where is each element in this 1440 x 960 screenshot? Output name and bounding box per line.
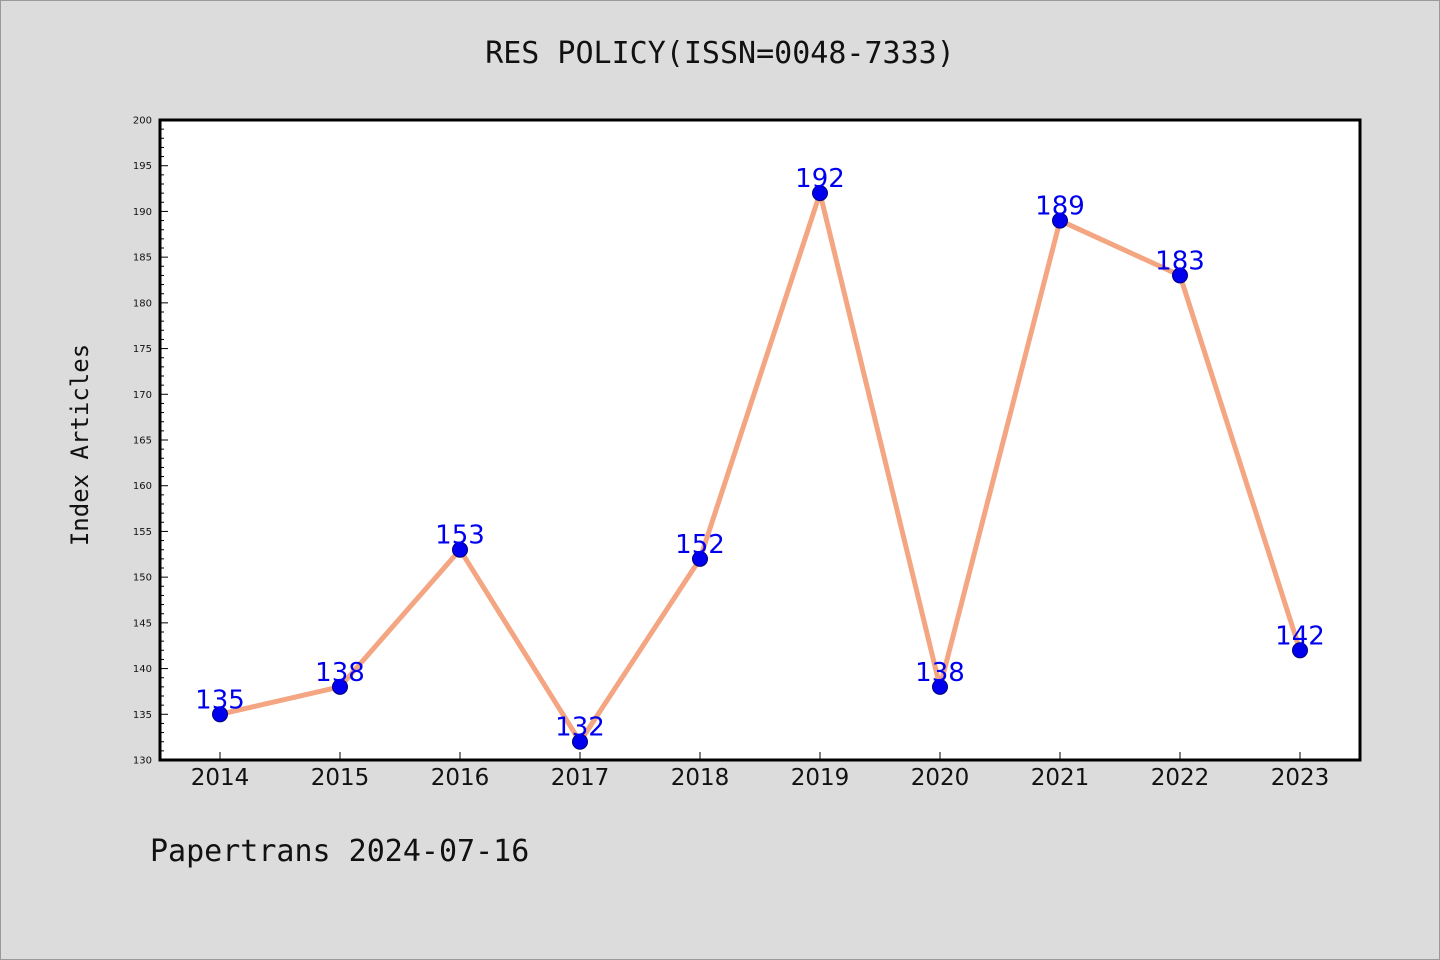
y-tick-label: 135 [133,710,152,721]
data-label: 152 [675,530,725,560]
data-point [1292,642,1308,659]
data-point [1172,267,1188,284]
y-tick-label: 190 [133,207,152,218]
data-point [932,678,948,695]
data-point [572,733,588,750]
x-tick-label: 2021 [1031,765,1090,791]
y-tick-label: 175 [133,344,152,355]
y-tick-label: 170 [133,390,152,401]
data-label: 135 [195,685,245,715]
footer-watermark: Papertrans 2024-07-16 [150,834,530,869]
data-label: 153 [435,521,485,551]
data-label: 138 [315,658,365,688]
data-label: 183 [1155,246,1205,276]
x-tick-label: 2014 [191,765,250,791]
data-label: 138 [915,658,965,688]
y-tick-label: 130 [133,756,152,767]
data-label: 142 [1275,621,1325,651]
series-line [217,190,1303,745]
x-tick-label: 2023 [1271,765,1330,791]
data-point [212,706,228,723]
y-axis: 130 135 140 145 150 155 160 165 170 175 180 185 190 1… [133,116,168,767]
y-tick-label: 145 [133,618,152,629]
x-tick-label: 2016 [431,765,490,791]
plot-area [158,118,1362,762]
data-label: 192 [795,164,845,194]
y-tick-label: 185 [133,253,152,264]
x-tick-label: 2022 [1151,765,1210,791]
data-label: 189 [1035,192,1085,222]
y-tick-label: 200 [133,116,152,127]
x-tick-label: 2019 [791,765,850,791]
chart-title: RES POLICY(ISSN=0048-7333) [485,36,955,71]
y-tick-label: 180 [133,298,152,309]
y-tick-label: 195 [133,161,152,172]
y-tick-label: 140 [133,664,152,675]
x-tick-label: 2018 [671,765,730,791]
data-point [452,541,468,558]
data-point [332,678,348,695]
x-axis: 2014 2015 2016 2017 2018 2019 2020 2021 2022 2023 [191,752,1330,791]
x-tick-label: 2017 [551,765,610,791]
series-layer: 135 138 153 132 152 192 138 189 183 142 [195,164,1325,750]
x-tick-label: 2020 [911,765,970,791]
y-tick-label: 155 [133,527,152,538]
y-tick-label: 150 [133,573,152,584]
y-tick-label: 165 [133,436,152,447]
data-point [812,185,828,202]
x-tick-label: 2015 [311,765,370,791]
data-point [692,550,708,567]
data-point [1052,212,1068,229]
y-tick-label: 160 [133,481,152,492]
data-label: 132 [555,713,605,743]
